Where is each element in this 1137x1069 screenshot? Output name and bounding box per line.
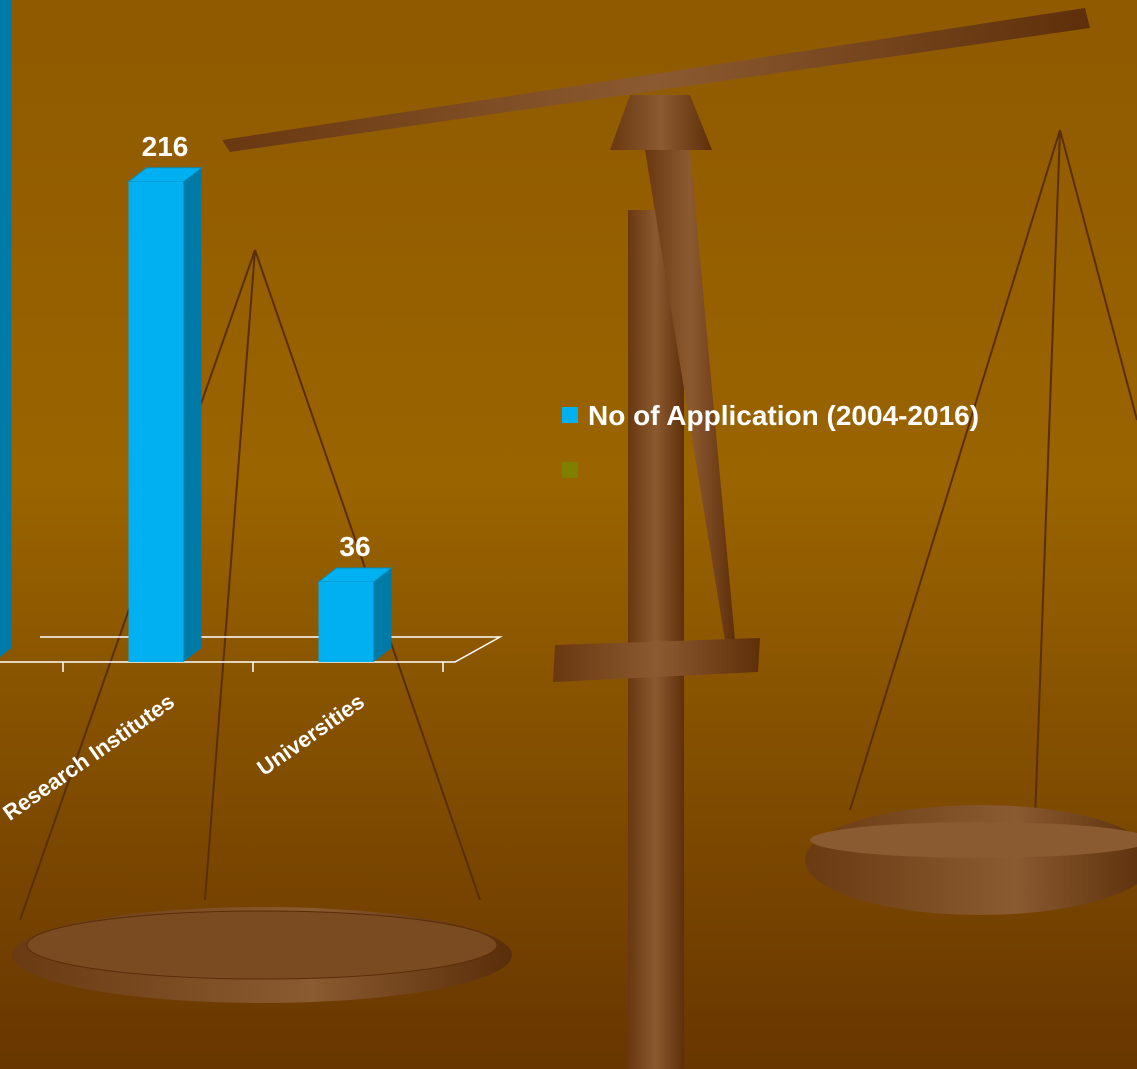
data-label: 36 — [339, 531, 370, 562]
bar-side — [0, 0, 12, 657]
legend-label: No of Application (2004-2016) — [588, 400, 979, 431]
scales-illustration — [12, 8, 1137, 1069]
bar-side — [373, 567, 392, 662]
bar — [318, 581, 374, 662]
legend-swatch — [562, 407, 578, 423]
bar — [128, 181, 184, 662]
data-label: 216 — [142, 131, 189, 162]
legend-swatch — [562, 462, 578, 478]
bar-side — [183, 167, 202, 662]
floor — [0, 636, 503, 663]
